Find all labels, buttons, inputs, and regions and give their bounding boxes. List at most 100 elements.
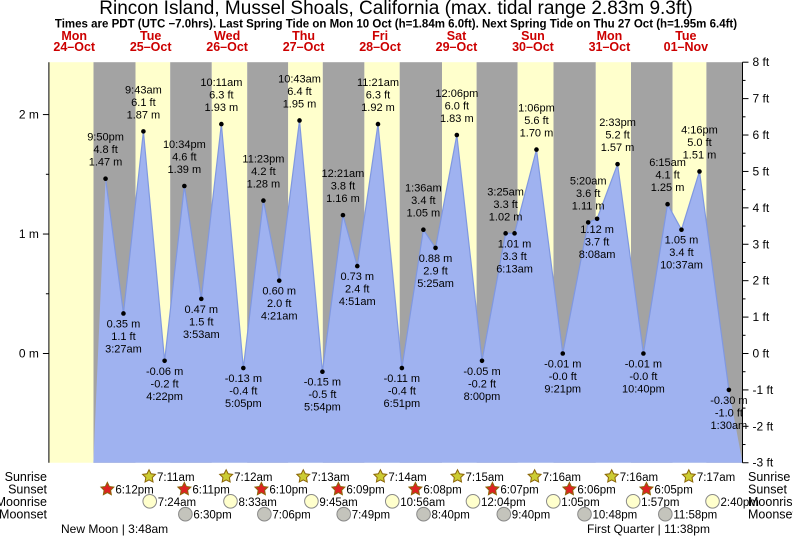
svg-text:4:22pm: 4:22pm [146,391,183,403]
svg-text:2.4 ft: 2.4 ft [345,284,369,296]
svg-text:0.73 m: 0.73 m [340,271,374,283]
svg-text:-0.06 m: -0.06 m [146,366,183,378]
svg-text:6.3 ft: 6.3 ft [366,90,390,102]
svg-text:6:51pm: 6:51pm [384,398,421,410]
svg-text:1.83 m: 1.83 m [440,113,474,125]
svg-text:3:27am: 3:27am [105,343,142,355]
svg-text:2:40pm: 2:40pm [721,497,759,509]
svg-text:5:25am: 5:25am [417,278,454,290]
svg-text:28–Oct: 28–Oct [359,40,402,54]
svg-text:First Quarter | 11:38pm: First Quarter | 11:38pm [587,522,710,536]
svg-text:1.01 m: 1.01 m [498,238,532,250]
svg-text:12:06pm: 12:06pm [435,88,478,100]
svg-text:0.47 m: 0.47 m [184,304,218,316]
svg-text:3:25am: 3:25am [487,186,524,198]
svg-text:1.02 m: 1.02 m [489,211,523,223]
svg-text:8 ft: 8 ft [753,55,770,69]
svg-text:6:09pm: 6:09pm [346,485,384,497]
svg-text:8:40pm: 8:40pm [432,510,470,522]
svg-text:6:30pm: 6:30pm [193,510,231,522]
svg-text:6:11pm: 6:11pm [192,485,230,497]
svg-text:8:08am: 8:08am [579,249,616,261]
svg-text:1.57 m: 1.57 m [601,142,635,154]
svg-text:-0.4 ft: -0.4 ft [229,386,257,398]
svg-text:1.12 m: 1.12 m [580,224,614,236]
svg-text:1.92 m: 1.92 m [361,102,395,114]
svg-text:10:11am: 10:11am [200,77,242,89]
svg-text:6.4 ft: 6.4 ft [287,86,311,98]
svg-text:-0.2 ft: -0.2 ft [151,378,179,390]
svg-text:8:33am: 8:33am [238,497,276,509]
svg-text:6:08pm: 6:08pm [423,485,461,497]
svg-text:-0.01 m: -0.01 m [625,359,662,371]
svg-text:-0.11 m: -0.11 m [384,373,420,385]
svg-text:8:00pm: 8:00pm [464,391,501,403]
svg-text:3.3 ft: 3.3 ft [502,251,526,263]
svg-text:1:57pm: 1:57pm [641,497,679,509]
svg-text:-0.30 m: -0.30 m [710,395,747,407]
svg-text:24–Oct: 24–Oct [53,40,96,54]
svg-text:27–Oct: 27–Oct [283,40,326,54]
svg-text:-0.4 ft: -0.4 ft [388,386,416,398]
svg-text:Moonrise: Moonrise [0,495,47,509]
svg-text:5.2 ft: 5.2 ft [605,130,629,142]
svg-text:31–Oct: 31–Oct [589,40,632,54]
svg-text:1.5 ft: 1.5 ft [189,316,213,328]
svg-text:10:43am: 10:43am [278,73,321,85]
svg-text:9:50pm: 9:50pm [87,132,124,144]
svg-text:11:58pm: 11:58pm [673,510,717,522]
svg-text:1 ft: 1 ft [753,310,770,324]
svg-text:6:15am: 6:15am [649,157,686,169]
svg-text:3 ft: 3 ft [753,237,770,251]
svg-text:11:21am: 11:21am [357,77,399,89]
svg-text:2.0 ft: 2.0 ft [267,298,291,310]
svg-text:10:40pm: 10:40pm [622,384,665,396]
svg-text:-1.0 ft: -1.0 ft [715,407,743,419]
svg-text:4.2 ft: 4.2 ft [251,166,275,178]
svg-text:7:15am: 7:15am [466,472,504,484]
svg-text:7 ft: 7 ft [753,92,770,106]
svg-text:2 m: 2 m [19,108,39,122]
svg-text:30–Oct: 30–Oct [512,40,555,54]
svg-text:2 ft: 2 ft [753,274,770,288]
svg-text:1:06pm: 1:06pm [518,103,555,115]
svg-text:7:16am: 7:16am [543,472,581,484]
svg-text:3.8 ft: 3.8 ft [331,181,355,193]
svg-text:3.3 ft: 3.3 ft [493,199,517,211]
svg-text:1.11 m: 1.11 m [572,200,605,212]
svg-text:1.93 m: 1.93 m [205,102,239,114]
svg-text:-1 ft: -1 ft [753,383,774,397]
svg-text:0.35 m: 0.35 m [107,318,141,330]
svg-text:1:05pm: 1:05pm [561,497,599,509]
svg-text:2.9 ft: 2.9 ft [423,265,447,277]
svg-text:01–Nov: 01–Nov [664,40,709,54]
svg-text:2:33pm: 2:33pm [599,117,636,129]
svg-text:1.39 m: 1.39 m [168,164,202,176]
svg-text:7:06pm: 7:06pm [272,510,310,522]
svg-text:7:24am: 7:24am [158,497,196,509]
svg-text:7:49pm: 7:49pm [352,510,390,522]
svg-text:5.0 ft: 5.0 ft [687,137,711,149]
svg-text:4.6 ft: 4.6 ft [172,152,196,164]
svg-text:0.88 m: 0.88 m [419,253,453,265]
svg-text:Rincon Island, Mussel Shoals,: Rincon Island, Mussel Shoals, California… [99,0,693,19]
svg-text:1.28 m: 1.28 m [247,179,281,191]
svg-text:5.6 ft: 5.6 ft [524,115,548,127]
svg-text:6:06pm: 6:06pm [577,485,615,497]
svg-text:1 m: 1 m [19,227,39,241]
svg-text:9:43am: 9:43am [125,84,162,96]
svg-text:5:20am: 5:20am [570,175,607,187]
svg-text:0 ft: 0 ft [753,347,770,361]
svg-text:-0.0 ft: -0.0 ft [629,371,657,383]
svg-text:11:23pm: 11:23pm [242,154,284,166]
svg-text:12:21am: 12:21am [322,168,365,180]
svg-text:5:54pm: 5:54pm [304,402,341,414]
svg-text:-2 ft: -2 ft [753,419,774,433]
svg-text:10:34pm: 10:34pm [163,139,206,151]
svg-text:-0.0 ft: -0.0 ft [549,371,577,383]
svg-text:6:10pm: 6:10pm [269,485,307,497]
svg-text:3.4 ft: 3.4 ft [669,247,693,259]
svg-text:3.4 ft: 3.4 ft [411,195,435,207]
svg-text:10:37am: 10:37am [660,260,703,272]
svg-text:4.8 ft: 4.8 ft [93,144,117,156]
